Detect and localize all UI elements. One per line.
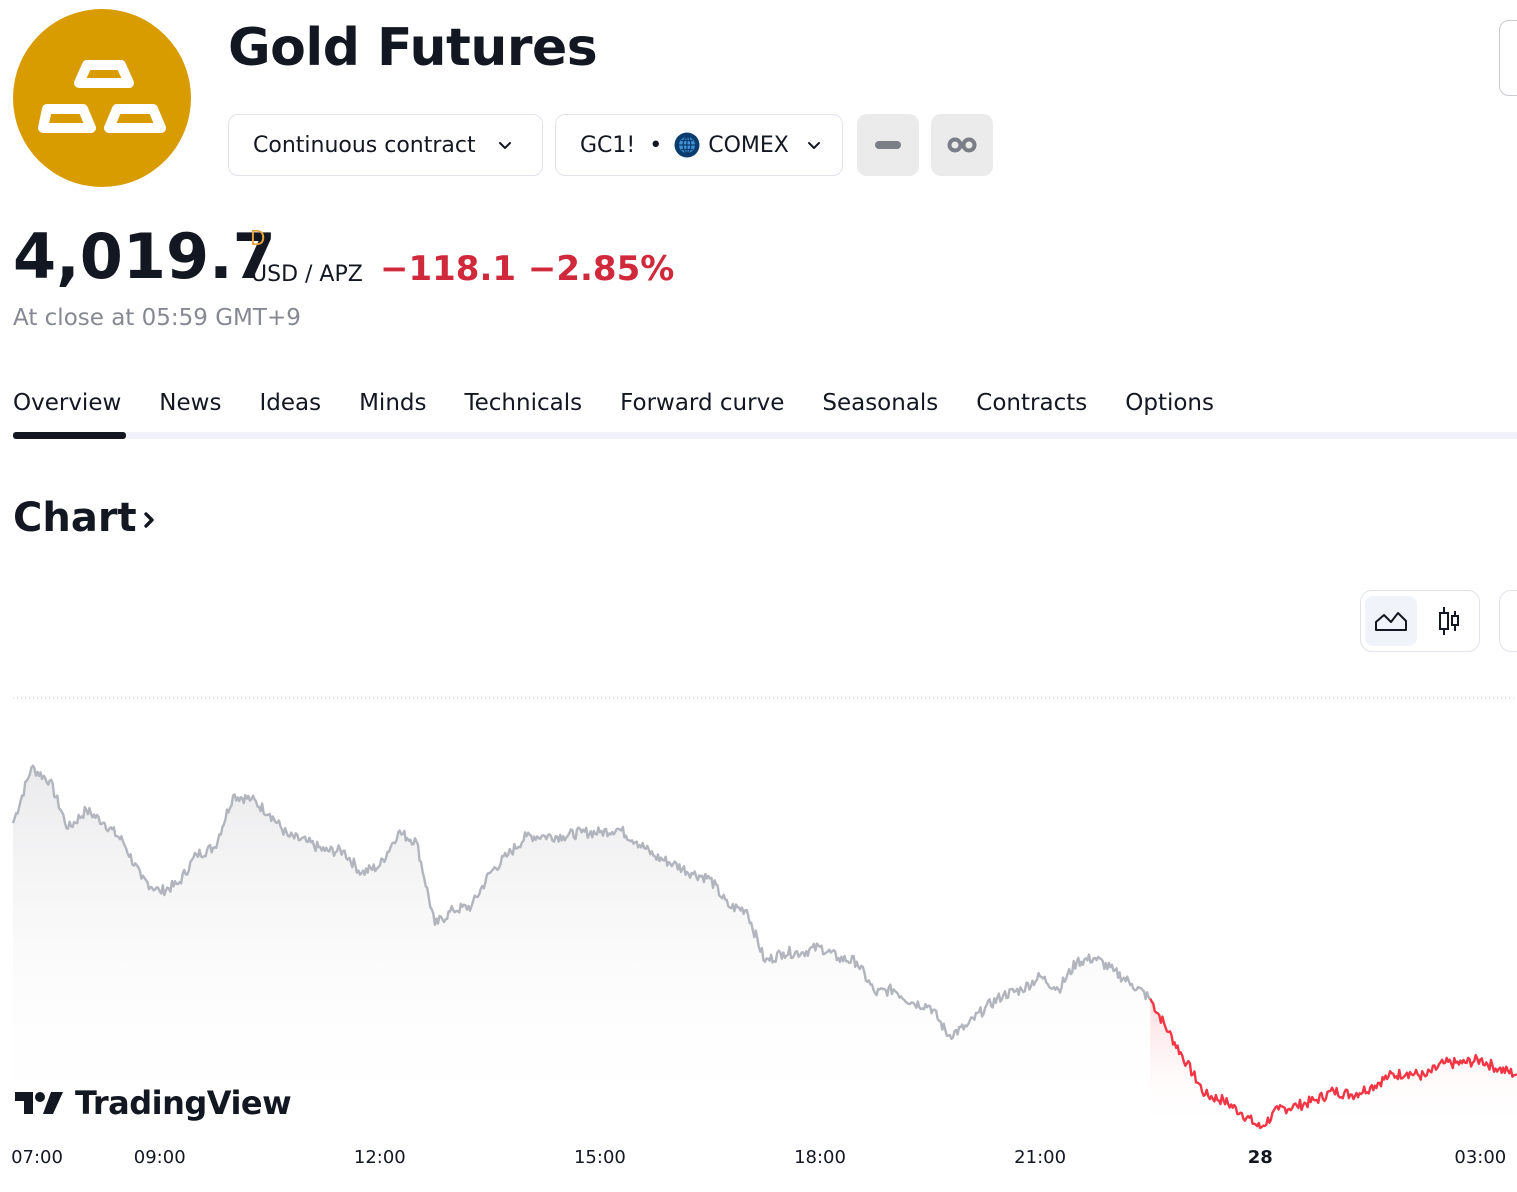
minus-button[interactable] bbox=[857, 114, 919, 176]
delay-badge: D bbox=[250, 226, 266, 250]
chart-type-toggle bbox=[1360, 590, 1480, 652]
chart-range-button[interactable] bbox=[1499, 590, 1517, 652]
price-unit: USD / APZ bbox=[251, 262, 363, 287]
price-change: −118.1 −2.85% bbox=[380, 249, 675, 289]
price-chart[interactable] bbox=[0, 690, 1517, 1188]
area-chart-icon bbox=[1375, 612, 1407, 631]
area-chart-button[interactable] bbox=[1365, 596, 1417, 646]
x-tick-label: 15:00 bbox=[573, 1147, 626, 1168]
globe-icon bbox=[674, 132, 700, 158]
x-tick-label: 18:00 bbox=[794, 1147, 846, 1168]
tab-contracts[interactable]: Contracts bbox=[976, 390, 1088, 416]
tab-overview[interactable]: Overview bbox=[13, 390, 122, 416]
contract-type-label: Continuous contract bbox=[253, 132, 476, 158]
tab-ideas[interactable]: Ideas bbox=[259, 390, 322, 416]
candles-chart-button[interactable] bbox=[1423, 596, 1475, 646]
series-regular-session-line bbox=[11, 764, 1151, 1041]
exchange-label: COMEX bbox=[708, 132, 789, 158]
contract-type-dropdown[interactable]: Continuous contract bbox=[228, 114, 543, 176]
price-chart-svg bbox=[11, 697, 1517, 1130]
header-action-button[interactable] bbox=[1499, 20, 1517, 96]
chart-section-title: Chart bbox=[13, 495, 137, 541]
x-tick-label: 28 bbox=[1247, 1147, 1273, 1168]
close-time: At close at 05:59 GMT+9 bbox=[13, 305, 301, 331]
chevron-down-icon bbox=[498, 142, 511, 149]
tab-technicals[interactable]: Technicals bbox=[464, 390, 583, 416]
tab-underline-track bbox=[13, 432, 1517, 439]
tab-seasonals[interactable]: Seasonals bbox=[822, 390, 939, 416]
chevron-down-icon bbox=[807, 142, 820, 149]
tradingview-logo[interactable]: TradingView bbox=[15, 1084, 292, 1122]
tab-minds[interactable]: Minds bbox=[359, 390, 427, 416]
minus-icon bbox=[875, 141, 901, 149]
series-extended-session-area bbox=[1150, 998, 1517, 1128]
x-tick-label: 07:00 bbox=[11, 1147, 63, 1168]
symbol-label: GC1! bbox=[580, 132, 636, 158]
tab-bar: Overview News Ideas Minds Technicals For… bbox=[13, 390, 1252, 422]
gold-bars-icon bbox=[13, 9, 191, 187]
x-tick-label: 03:00 bbox=[1454, 1147, 1507, 1168]
tab-forward-curve[interactable]: Forward curve bbox=[620, 390, 785, 416]
infinity-icon bbox=[947, 137, 977, 153]
last-price: 4,019.7 bbox=[13, 220, 276, 293]
page-title: Gold Futures bbox=[228, 18, 598, 78]
series-extended-session-line bbox=[1149, 998, 1517, 1130]
tradingview-wordmark: TradingView bbox=[75, 1084, 292, 1122]
chevron-right-icon bbox=[143, 512, 154, 528]
series-regular-session-area bbox=[13, 765, 1151, 1128]
separator-dot: • bbox=[649, 132, 663, 158]
x-tick-label: 09:00 bbox=[133, 1147, 186, 1168]
chart-section-link[interactable]: Chart bbox=[13, 498, 159, 538]
infinity-button[interactable] bbox=[931, 114, 993, 176]
candles-icon bbox=[1439, 607, 1459, 635]
tab-options[interactable]: Options bbox=[1125, 390, 1214, 416]
tab-news[interactable]: News bbox=[159, 390, 222, 416]
symbol-exchange-dropdown[interactable]: GC1! • COMEX bbox=[555, 114, 843, 176]
tradingview-mark-icon bbox=[15, 1092, 63, 1114]
active-tab-indicator bbox=[13, 432, 126, 439]
x-tick-label: 21:00 bbox=[1014, 1147, 1067, 1168]
x-tick-label: 12:00 bbox=[353, 1147, 406, 1168]
